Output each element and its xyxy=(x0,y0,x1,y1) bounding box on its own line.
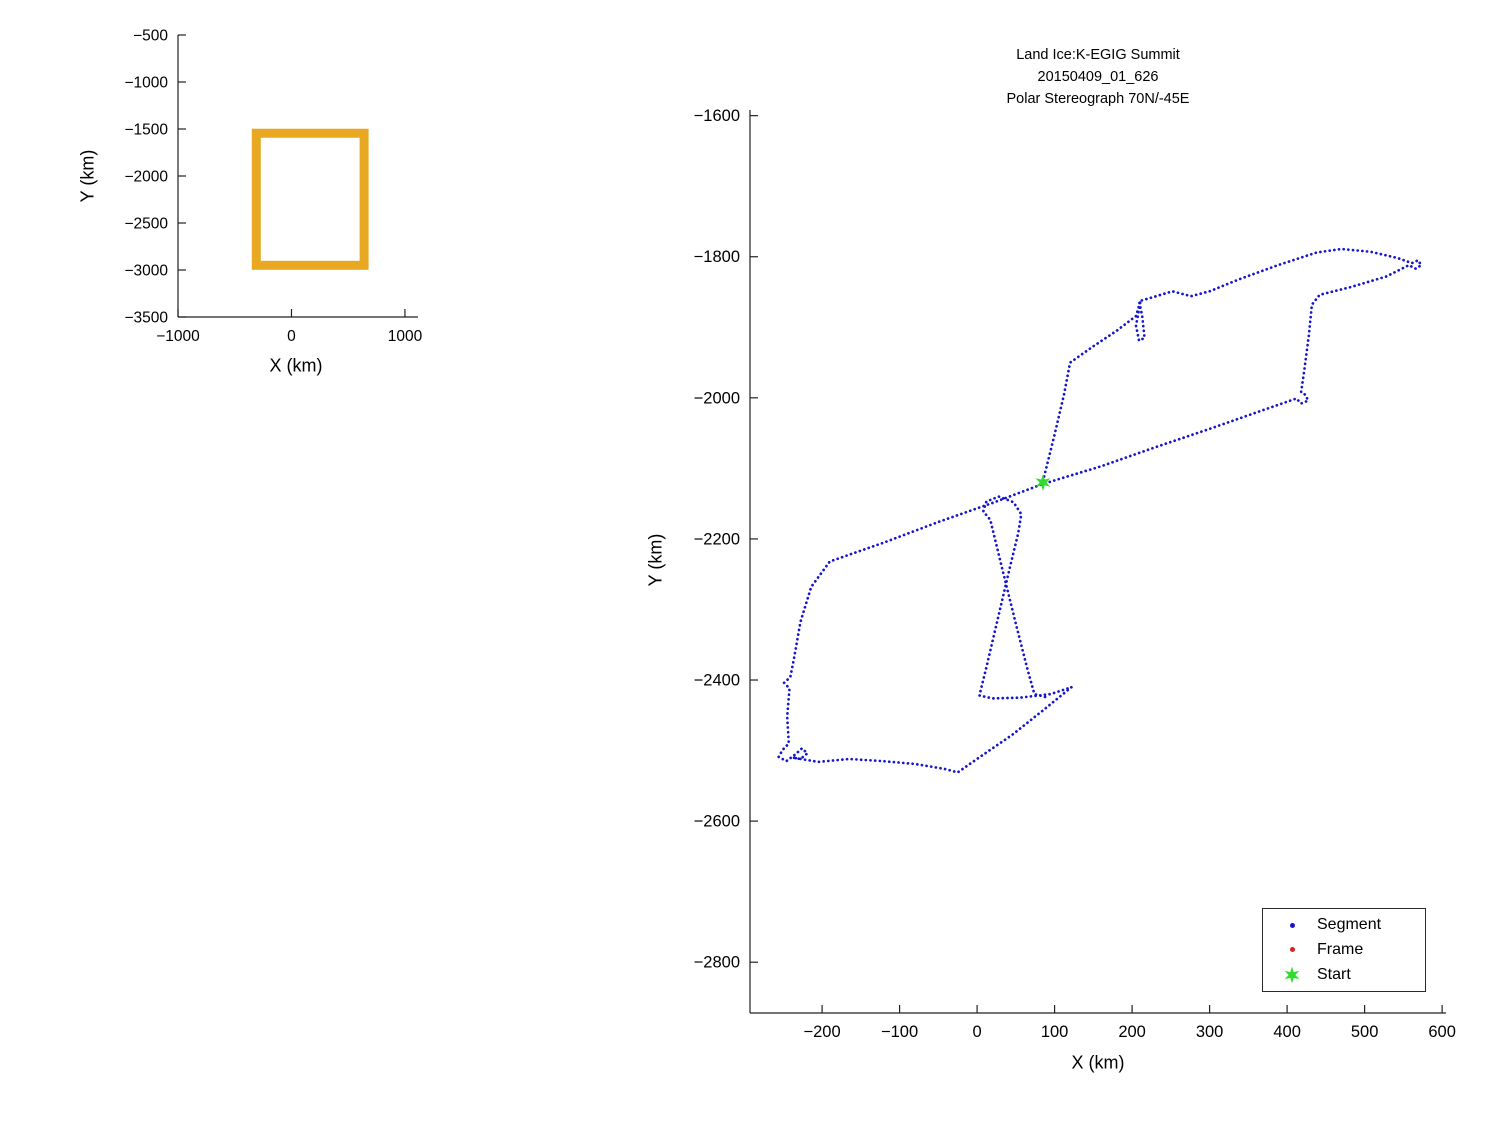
legend-item-segment: Segment xyxy=(1283,916,1425,934)
legend: Segment Frame Start xyxy=(1262,908,1426,992)
title-line-3: Polar Stereograph 70N/-45E xyxy=(1006,91,1190,107)
svg-text:400: 400 xyxy=(1273,1023,1301,1041)
svg-text:−1600: −1600 xyxy=(694,107,740,125)
svg-text:−1500: −1500 xyxy=(124,122,168,139)
svg-text:−500: −500 xyxy=(133,28,168,45)
legend-label-frame: Frame xyxy=(1317,940,1364,958)
legend-label-start: Start xyxy=(1317,965,1351,983)
overview-x-axis-label: X (km) xyxy=(269,355,323,376)
svg-text:−2500: −2500 xyxy=(124,216,168,233)
svg-text:0: 0 xyxy=(287,328,296,345)
svg-text:1000: 1000 xyxy=(388,328,423,345)
start-star-icon xyxy=(1283,966,1301,984)
frame-dot-icon xyxy=(1283,941,1301,959)
segment-dot-icon xyxy=(1283,916,1301,934)
svg-text:−1800: −1800 xyxy=(694,248,740,266)
svg-text:−2800: −2800 xyxy=(694,954,740,972)
legend-item-start: Start xyxy=(1283,966,1425,984)
legend-item-frame: Frame xyxy=(1283,941,1425,959)
svg-text:100: 100 xyxy=(1041,1023,1069,1041)
svg-text:500: 500 xyxy=(1351,1023,1379,1041)
main-x-axis-label: X (km) xyxy=(1071,1052,1125,1073)
svg-text:−2200: −2200 xyxy=(694,530,740,548)
svg-text:0: 0 xyxy=(972,1023,981,1041)
svg-text:−3000: −3000 xyxy=(124,263,168,280)
title-line-2: 20150409_01_626 xyxy=(1037,69,1159,85)
title-line-1: Land Ice:K-EGIG Summit xyxy=(1016,47,1180,63)
svg-text:−2000: −2000 xyxy=(694,389,740,407)
overview-y-axis-label: Y (km) xyxy=(77,149,98,203)
svg-text:−1000: −1000 xyxy=(124,75,168,92)
legend-label-segment: Segment xyxy=(1317,916,1382,934)
svg-text:600: 600 xyxy=(1428,1023,1456,1041)
svg-text:−1000: −1000 xyxy=(156,328,200,345)
svg-text:−200: −200 xyxy=(803,1023,840,1041)
main-plot-title: Land Ice:K-EGIG Summit 20150409_01_626 P… xyxy=(750,44,1446,110)
svg-text:−100: −100 xyxy=(881,1023,918,1041)
main-y-axis-label: Y (km) xyxy=(645,533,666,587)
svg-text:−2600: −2600 xyxy=(694,813,740,831)
svg-text:300: 300 xyxy=(1196,1023,1224,1041)
svg-text:−3500: −3500 xyxy=(124,310,168,327)
svg-text:−2400: −2400 xyxy=(694,672,740,690)
svg-text:200: 200 xyxy=(1118,1023,1146,1041)
svg-text:−2000: −2000 xyxy=(124,169,168,186)
